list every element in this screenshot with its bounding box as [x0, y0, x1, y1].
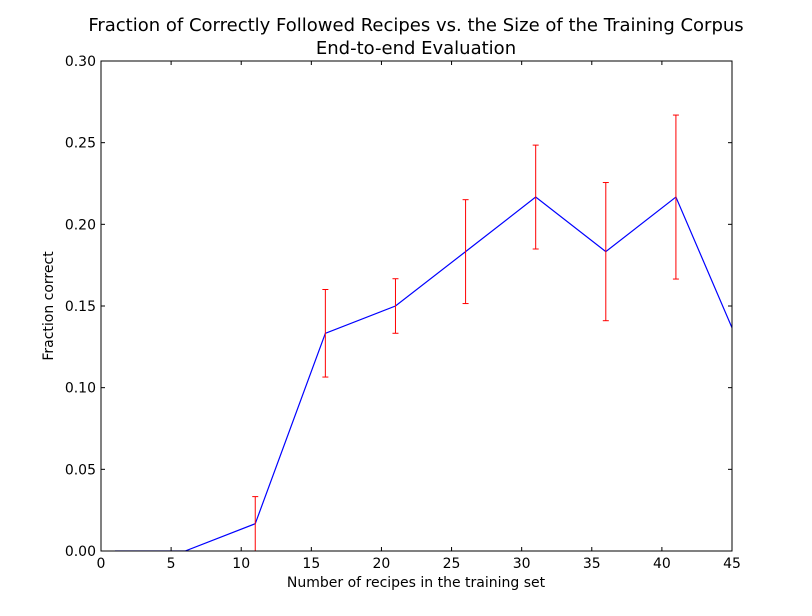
chart-subtitle: End-to-end Evaluation [316, 38, 516, 59]
y-axis-label: Fraction correct [41, 251, 57, 361]
x-tick-label: 25 [443, 556, 461, 572]
x-tick-label: 5 [167, 556, 176, 572]
y-tick-label: 0.00 [65, 544, 96, 560]
y-tick-label: 0.10 [65, 381, 96, 397]
x-tick-label: 30 [513, 556, 531, 572]
y-tick-label: 0.20 [65, 217, 96, 233]
y-tick-label: 0.25 [65, 136, 96, 152]
data-line [115, 196, 732, 551]
x-tick-label: 45 [723, 556, 741, 572]
y-tick-label: 0.15 [65, 299, 96, 315]
x-tick-label: 10 [232, 556, 250, 572]
x-axis-ticks: 0 5 10 15 20 25 30 35 40 45 [97, 61, 741, 572]
x-tick-label: 20 [373, 556, 391, 572]
x-tick-label: 40 [653, 556, 671, 572]
x-tick-label: 35 [583, 556, 601, 572]
plot-data-layer [115, 114, 732, 551]
y-axis-ticks: 0.00 0.05 0.10 0.15 0.20 0.25 0.30 [65, 54, 732, 560]
x-tick-label: 0 [97, 556, 106, 572]
plot-frame [100, 60, 733, 552]
x-tick-label: 15 [302, 556, 320, 572]
y-tick-label: 0.30 [65, 54, 96, 70]
chart-title: Fraction of Correctly Followed Recipes v… [88, 15, 743, 36]
x-axis-label: Number of recipes in the training set [287, 575, 546, 591]
y-tick-label: 0.05 [65, 462, 96, 478]
